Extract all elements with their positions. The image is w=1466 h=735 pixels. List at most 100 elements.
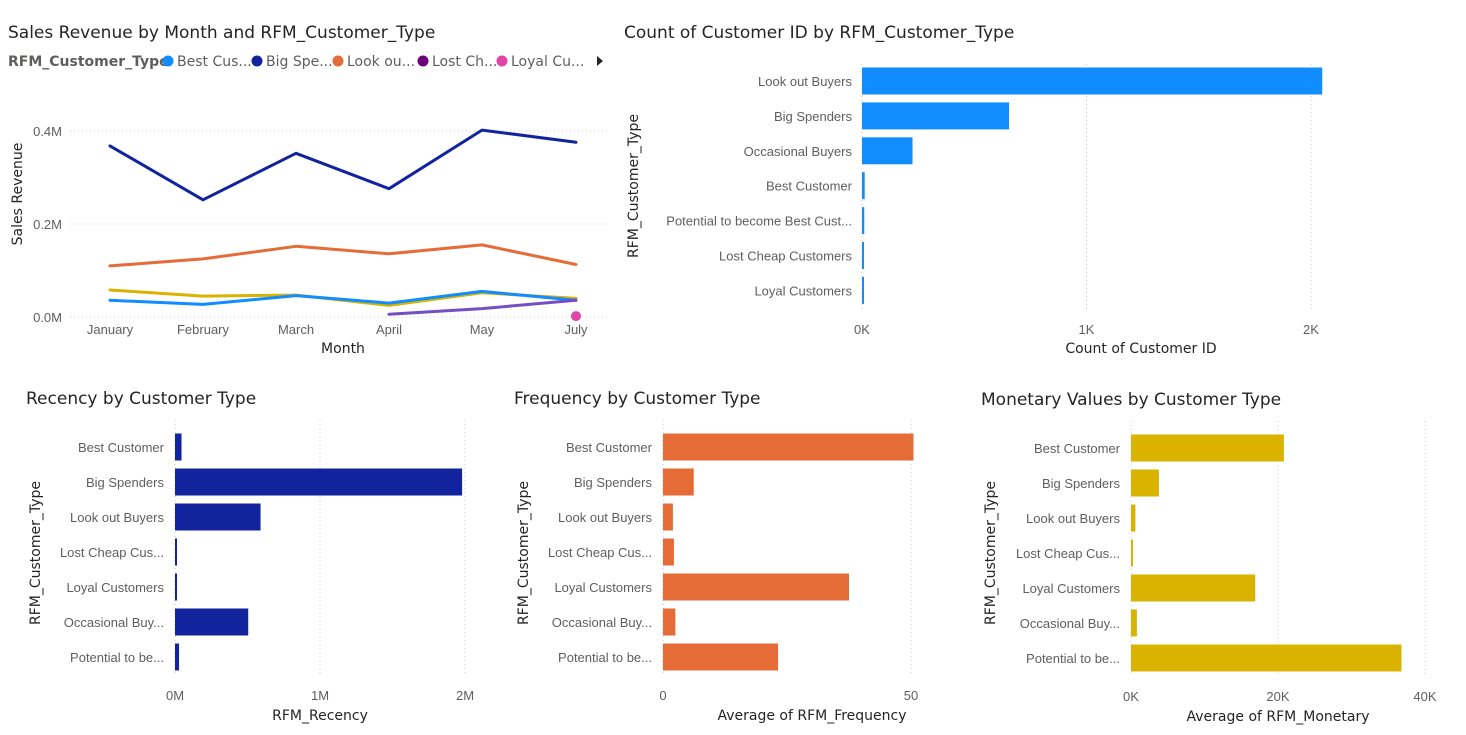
bar[interactable]	[862, 242, 864, 269]
category-label: Lost Cheap Customers	[719, 249, 852, 264]
x-tick-label: March	[278, 322, 314, 337]
bar[interactable]	[1131, 469, 1159, 497]
category-label: Look out Buyers	[1026, 511, 1120, 526]
bar[interactable]	[1131, 539, 1133, 567]
bar[interactable]	[862, 137, 913, 165]
chart-title: Monetary Values by Customer Type	[981, 390, 1281, 410]
category-label: Best Customer	[78, 440, 165, 455]
legend-item[interactable]: Best Cus...	[162, 54, 252, 70]
category-label: Lost Cheap Cus...	[60, 545, 164, 560]
x-tick-label: 40K	[1413, 689, 1436, 704]
bar[interactable]	[1131, 609, 1137, 637]
x-tick-label: 2M	[456, 688, 474, 703]
category-label: Best Customer	[766, 179, 853, 194]
legend-title: RFM_Customer_Type	[8, 54, 169, 70]
bar[interactable]	[862, 102, 1010, 130]
category-label: Big Spenders	[1042, 476, 1121, 491]
bar[interactable]	[1131, 504, 1136, 532]
category-label: Occasional Buy...	[64, 615, 164, 630]
category-label: Look out Buyers	[758, 74, 852, 89]
x-tick-label: 20K	[1266, 689, 1289, 704]
x-tick-label: 0K	[1123, 689, 1139, 704]
category-label: Lost Cheap Cus...	[548, 545, 652, 560]
category-label: Occasional Buy...	[1020, 616, 1120, 631]
legend-item[interactable]: Loyal Cu...	[496, 54, 585, 70]
legend-label: Loyal Cu...	[511, 54, 584, 70]
legend-next-icon[interactable]	[597, 56, 603, 66]
bar[interactable]	[175, 468, 463, 496]
bar[interactable]	[663, 573, 849, 601]
legend-label: Lost Ch...	[432, 54, 497, 70]
category-label: Occasional Buy...	[552, 615, 652, 630]
bar[interactable]	[175, 643, 180, 671]
x-tick-label: February	[177, 322, 230, 337]
category-label: Best Customer	[566, 440, 653, 455]
x-tick-label: 0M	[166, 688, 184, 703]
y-axis-label: RFM_Customer_Type	[28, 481, 44, 625]
legend[interactable]: RFM_Customer_Type Best Cus... Big Spe... Lo…	[8, 54, 603, 70]
chart-title: Recency by Customer Type	[26, 389, 256, 409]
bar[interactable]	[862, 67, 1323, 95]
series-line[interactable]	[108, 243, 578, 268]
sales-revenue-line-chart[interactable]: Sales Revenue by Month and RFM_Customer_…	[8, 23, 610, 357]
bar[interactable]	[663, 643, 779, 671]
category-label: Potential to become Best Cust...	[666, 214, 852, 229]
count-customer-id-bar-chart[interactable]: Count of Customer ID by RFM_Customer_Typ…	[624, 23, 1323, 357]
y-tick-label: 0.0M	[33, 310, 62, 325]
chart-title: Count of Customer ID by RFM_Customer_Typ…	[624, 23, 1014, 43]
y-tick-label: 0.2M	[33, 217, 62, 232]
category-label: Big Spenders	[86, 475, 165, 490]
category-label: Best Customer	[1034, 441, 1121, 456]
x-tick-label: 50	[904, 688, 918, 703]
bar[interactable]	[175, 538, 177, 566]
category-label: Loyal Customers	[554, 580, 652, 595]
legend-label: Look ou...	[347, 54, 415, 70]
legend-label: Best Cus...	[177, 54, 252, 70]
category-label: Big Spenders	[574, 475, 653, 490]
frequency-bar-chart[interactable]: Frequency by Customer Type 0 50 Best Custom…	[514, 389, 918, 724]
category-label: Look out Buyers	[558, 510, 652, 525]
bar[interactable]	[1131, 644, 1402, 672]
y-axis-label: Sales Revenue	[10, 143, 26, 246]
category-label: Potential to be...	[70, 650, 164, 665]
bar[interactable]	[175, 608, 249, 636]
series-line[interactable]	[108, 289, 578, 306]
chart-title: Frequency by Customer Type	[514, 389, 761, 409]
recency-bar-chart[interactable]: Recency by Customer Type 0M 1M 2M Best Custo…	[26, 389, 474, 724]
bar[interactable]	[663, 538, 674, 566]
category-label: Lost Cheap Cus...	[1016, 546, 1120, 561]
y-axis-label: RFM_Customer_Type	[983, 481, 999, 625]
bar[interactable]	[663, 503, 673, 531]
series-line[interactable]	[108, 128, 578, 202]
bar[interactable]	[663, 433, 914, 461]
bar[interactable]	[175, 503, 261, 531]
x-tick-label: 1K	[1079, 322, 1095, 337]
bar[interactable]	[862, 172, 865, 200]
x-tick-label: April	[376, 322, 402, 337]
legend-marker	[162, 55, 174, 67]
bar[interactable]	[175, 573, 177, 601]
bar[interactable]	[1131, 434, 1284, 462]
bar[interactable]	[663, 608, 676, 636]
bar[interactable]	[862, 276, 864, 304]
legend-item[interactable]: Big Spe...	[251, 54, 333, 70]
x-axis-label: Average of RFM_Frequency	[717, 708, 906, 724]
bar[interactable]	[862, 207, 865, 235]
x-tick-label: 0	[659, 688, 666, 703]
x-axis-label: Count of Customer ID	[1065, 341, 1216, 357]
x-tick-label: May	[470, 322, 495, 337]
bar[interactable]	[663, 468, 694, 496]
legend-marker	[251, 55, 263, 67]
bar[interactable]	[1131, 574, 1256, 602]
category-label: Loyal Customers	[66, 580, 164, 595]
x-tick-label: 0K	[854, 322, 870, 337]
series-point[interactable]	[571, 311, 581, 322]
monetary-bar-chart[interactable]: Monetary Values by Customer Type 0K 20K 40K…	[981, 390, 1437, 725]
y-axis-label: RFM_Customer_Type	[626, 114, 642, 258]
legend-item[interactable]: Look ou...	[332, 54, 416, 70]
bar[interactable]	[175, 433, 182, 461]
category-label: Look out Buyers	[70, 510, 164, 525]
legend-item[interactable]: Lost Ch...	[417, 54, 498, 70]
series-line[interactable]	[387, 298, 578, 316]
